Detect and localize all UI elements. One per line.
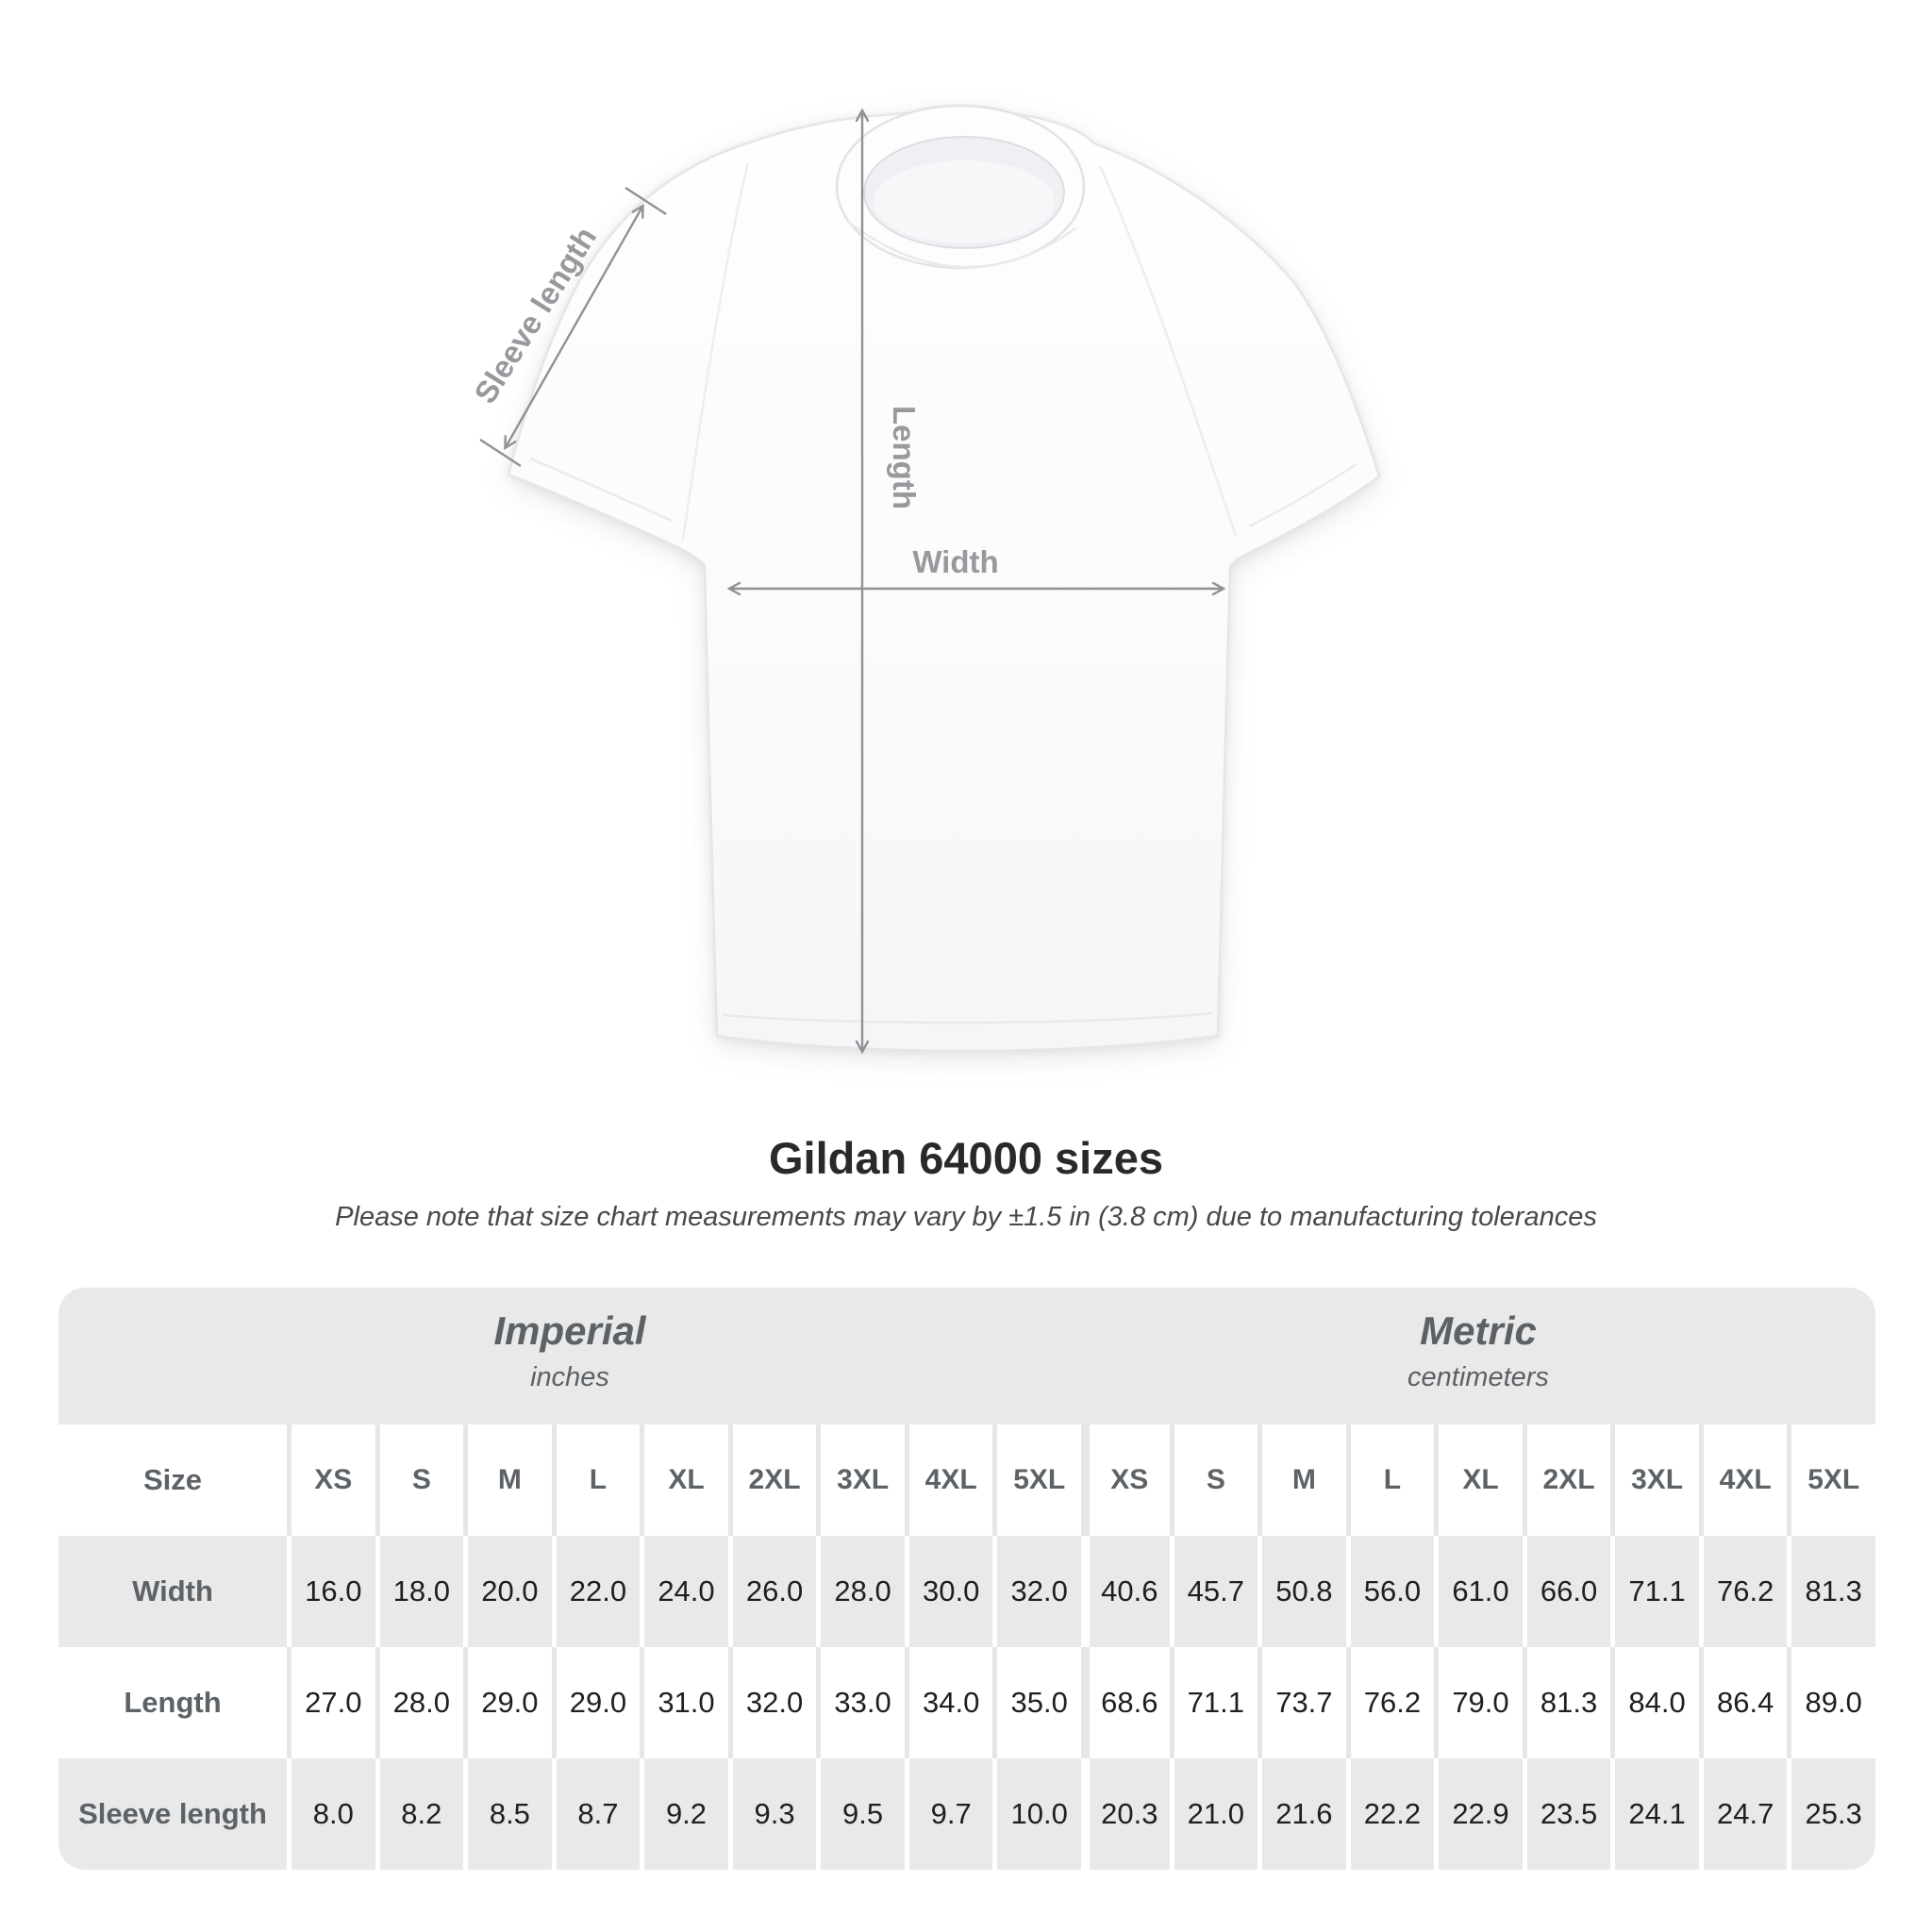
value-cell: 22.9	[1434, 1758, 1523, 1870]
value-cell: 24.7	[1698, 1758, 1788, 1870]
value-cell: 21.6	[1257, 1758, 1346, 1870]
value-cell: 71.1	[1610, 1536, 1699, 1647]
sleeve-length-tick-top	[625, 186, 667, 216]
group-name-metric: Metric	[1420, 1307, 1537, 1353]
row-label-cell: Sleeve length	[78, 1797, 267, 1830]
length-label: Length	[887, 406, 922, 509]
size-header-cell: S	[1169, 1424, 1258, 1536]
size-header-cell: 4XL	[1698, 1424, 1788, 1536]
size-header-cell: 5XL	[1787, 1424, 1875, 1536]
value-cell: 50.8	[1257, 1536, 1346, 1647]
value-cell: 56.0	[1345, 1536, 1435, 1647]
group-header-metric: Metric centimeters	[1081, 1288, 1875, 1424]
group-header-imperial: Imperial inches	[58, 1288, 1081, 1424]
sleeve-length-tick-bottom	[479, 438, 522, 468]
value-cell: 9.3	[727, 1758, 817, 1870]
tshirt-measurement-figure: Width Length Sleeve length	[467, 104, 1381, 1055]
collar	[835, 104, 1086, 270]
group-unit-imperial: inches	[530, 1361, 609, 1392]
width-label: Width	[912, 544, 998, 579]
value-cell: 45.7	[1169, 1536, 1258, 1647]
value-cell: 86.4	[1698, 1647, 1788, 1758]
value-cell: 89.0	[1787, 1647, 1875, 1758]
size-column-header: Size	[142, 1463, 203, 1496]
value-cell: 22.0	[551, 1536, 641, 1647]
value-cell: 30.0	[904, 1536, 993, 1647]
page-subtitle: Please note that size chart measurements…	[335, 1202, 1597, 1232]
table-row-width: Width 16.0 18.0 20.0 22.0 24.0 26.0 28.0…	[58, 1536, 1875, 1647]
value-cell: 28.0	[816, 1536, 905, 1647]
value-cell: 24.1	[1610, 1758, 1699, 1870]
size-header-cell: XS	[1081, 1424, 1170, 1536]
value-cell: 22.2	[1345, 1758, 1435, 1870]
value-cell: 21.0	[1169, 1758, 1258, 1870]
row-label-cell: Length	[124, 1686, 222, 1719]
value-cell: 40.6	[1081, 1536, 1170, 1647]
value-cell: 66.0	[1522, 1536, 1611, 1647]
value-cell: 35.0	[992, 1647, 1081, 1758]
value-cell: 73.7	[1257, 1647, 1346, 1758]
size-header-cell: S	[375, 1424, 464, 1536]
value-cell: 84.0	[1610, 1647, 1699, 1758]
value-cell: 79.0	[1434, 1647, 1523, 1758]
value-cell: 9.7	[904, 1758, 993, 1870]
value-cell: 32.0	[992, 1536, 1081, 1647]
value-cell: 20.3	[1081, 1758, 1170, 1870]
value-cell: 8.2	[375, 1758, 464, 1870]
size-header-cell: 2XL	[727, 1424, 817, 1536]
measurement-annotations	[479, 108, 1226, 1055]
size-header-cell: XS	[287, 1424, 375, 1536]
value-cell: 81.3	[1522, 1647, 1611, 1758]
value-cell: 18.0	[375, 1536, 464, 1647]
size-table: Imperial inches Metric centimeters Size …	[58, 1288, 1875, 1870]
table-row-sleeve-length: Sleeve length 8.0 8.2 8.5 8.7 9.2 9.3 9.…	[58, 1758, 1875, 1870]
size-header-cell: XL	[640, 1424, 728, 1536]
value-cell: 8.7	[551, 1758, 641, 1870]
value-cell: 76.2	[1698, 1536, 1788, 1647]
value-cell: 16.0	[287, 1536, 375, 1647]
value-cell: 10.0	[992, 1758, 1081, 1870]
value-cell: 34.0	[904, 1647, 993, 1758]
size-header-row: Size XS S M L XL 2XL 3XL 4XL 5XL XS S M …	[58, 1424, 1875, 1536]
value-cell: 71.1	[1169, 1647, 1258, 1758]
page-title: Gildan 64000 sizes	[768, 1133, 1164, 1183]
size-header-cell: L	[1345, 1424, 1435, 1536]
value-cell: 26.0	[727, 1536, 817, 1647]
size-header-cell: M	[1257, 1424, 1346, 1536]
size-header-cell: XL	[1434, 1424, 1523, 1536]
value-cell: 27.0	[287, 1647, 375, 1758]
size-header-cell: 3XL	[816, 1424, 905, 1536]
size-header-cell: 5XL	[992, 1424, 1081, 1536]
size-header-cell: L	[551, 1424, 641, 1536]
value-cell: 9.2	[640, 1758, 728, 1870]
value-cell: 61.0	[1434, 1536, 1523, 1647]
sleeve-length-arrow	[504, 203, 644, 451]
value-cell: 76.2	[1345, 1647, 1435, 1758]
group-unit-metric: centimeters	[1407, 1361, 1549, 1392]
value-cell: 9.5	[816, 1758, 905, 1870]
value-cell: 29.0	[463, 1647, 552, 1758]
unit-group-headers: Imperial inches Metric centimeters	[58, 1288, 1875, 1424]
size-header-cell: M	[463, 1424, 552, 1536]
value-cell: 29.0	[551, 1647, 641, 1758]
table-row-length: Length 27.0 28.0 29.0 29.0 31.0 32.0 33.…	[58, 1647, 1875, 1758]
value-cell: 8.0	[287, 1758, 375, 1870]
value-cell: 81.3	[1787, 1536, 1875, 1647]
value-cell: 28.0	[375, 1647, 464, 1758]
value-cell: 32.0	[727, 1647, 817, 1758]
value-cell: 25.3	[1787, 1758, 1875, 1870]
value-cell: 20.0	[463, 1536, 552, 1647]
size-header-cell: 4XL	[904, 1424, 993, 1536]
row-label-cell: Width	[132, 1574, 213, 1607]
value-cell: 8.5	[463, 1758, 552, 1870]
group-name-imperial: Imperial	[493, 1307, 646, 1353]
value-cell: 68.6	[1081, 1647, 1170, 1758]
size-header-cell: 2XL	[1522, 1424, 1611, 1536]
size-header-cell: 3XL	[1610, 1424, 1699, 1536]
value-cell: 33.0	[816, 1647, 905, 1758]
value-cell: 24.0	[640, 1536, 728, 1647]
value-cell: 23.5	[1522, 1758, 1611, 1870]
value-cell: 31.0	[640, 1647, 728, 1758]
